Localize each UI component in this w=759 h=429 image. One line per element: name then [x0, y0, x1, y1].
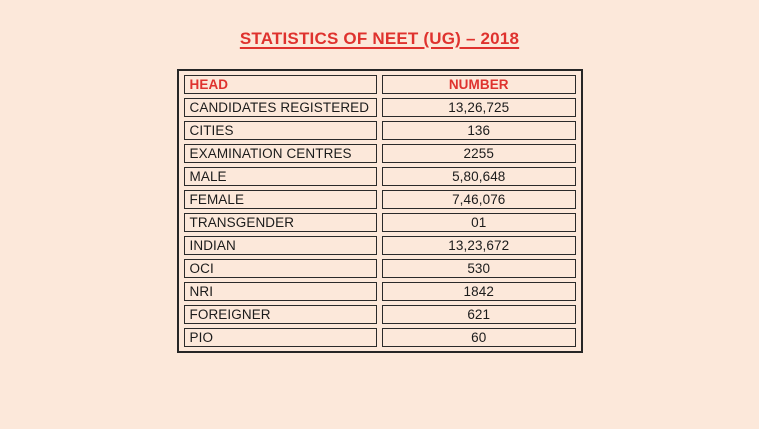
page-title: STATISTICS OF NEET (UG) – 2018 — [239, 29, 520, 48]
number-cell: 2255 — [382, 144, 576, 163]
number-cell: 60 — [382, 328, 576, 347]
table-row: FOREIGNER 621 — [183, 305, 576, 324]
table-row: PIO 60 — [183, 328, 576, 347]
table-row: CANDIDATES REGISTERED 13,26,725 — [183, 98, 576, 117]
table-row: MALE 5,80,648 — [183, 167, 576, 186]
number-cell: 01 — [382, 213, 576, 232]
head-cell: OCI — [183, 259, 377, 278]
number-cell: 5,80,648 — [382, 167, 576, 186]
table-row: FEMALE 7,46,076 — [183, 190, 576, 209]
number-cell: 530 — [382, 259, 576, 278]
table-row: EXAMINATION CENTRES 2255 — [183, 144, 576, 163]
number-cell: 136 — [382, 121, 576, 140]
number-cell: 13,26,725 — [382, 98, 576, 117]
table-header-number: NUMBER — [382, 75, 576, 94]
head-cell: PIO — [183, 328, 377, 347]
table-header-row: HEAD NUMBER — [183, 75, 576, 94]
statistics-table: HEAD NUMBER CANDIDATES REGISTERED 13,26,… — [176, 69, 583, 353]
head-cell: NRI — [183, 282, 377, 301]
number-cell: 7,46,076 — [382, 190, 576, 209]
number-cell: 621 — [382, 305, 576, 324]
head-cell: INDIAN — [183, 236, 377, 255]
head-cell: FEMALE — [183, 190, 377, 209]
number-cell: 13,23,672 — [382, 236, 576, 255]
head-cell: TRANSGENDER — [183, 213, 377, 232]
table-row: CITIES 136 — [183, 121, 576, 140]
table-row: INDIAN 13,23,672 — [183, 236, 576, 255]
number-cell: 1842 — [382, 282, 576, 301]
table-header-head: HEAD — [183, 75, 377, 94]
head-cell: CANDIDATES REGISTERED — [183, 98, 377, 117]
table-row: NRI 1842 — [183, 282, 576, 301]
page: STATISTICS OF NEET (UG) – 2018 HEAD NUMB… — [0, 29, 759, 429]
head-cell: FOREIGNER — [183, 305, 377, 324]
table-row: TRANSGENDER 01 — [183, 213, 576, 232]
head-cell: MALE — [183, 167, 377, 186]
head-cell: EXAMINATION CENTRES — [183, 144, 377, 163]
table-row: OCI 530 — [183, 259, 576, 278]
head-cell: CITIES — [183, 121, 377, 140]
